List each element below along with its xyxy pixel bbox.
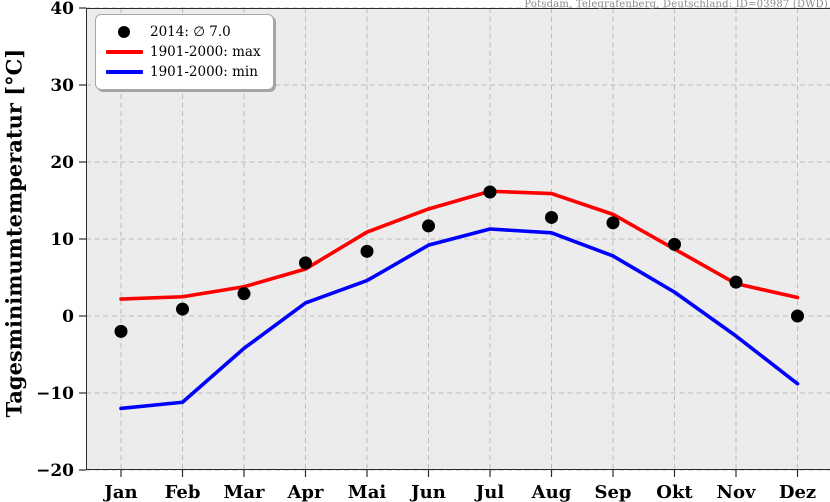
x-tick-label: Aug — [531, 482, 572, 502]
avg-2014-point-sep — [606, 216, 620, 230]
avg-2014-point-jun — [422, 219, 435, 233]
scatter-dot-icon — [118, 26, 130, 38]
avg-2014-point-jul — [483, 185, 497, 199]
avg-2014-point-apr — [299, 256, 312, 270]
y-tick-label: 30 — [50, 76, 74, 96]
x-tick-label: Nov — [717, 482, 756, 502]
legend-marker-cell — [104, 50, 144, 54]
avg-2014-point-feb — [176, 302, 189, 316]
avg-2014-point-mai — [360, 244, 374, 258]
x-tick-label: Mai — [348, 482, 387, 502]
x-tick-label: Jan — [102, 482, 137, 502]
x-tick-label: Jul — [474, 482, 505, 502]
legend-item-avg-2014: 2014: ∅ 7.0 — [104, 22, 261, 42]
x-tick-label: Sep — [594, 482, 631, 502]
avg-2014-point-mar — [237, 287, 251, 301]
avg-2014-point-nov — [729, 275, 743, 289]
avg-2014-point-jan — [114, 324, 128, 338]
legend-label-avg-2014: 2014: ∅ 7.0 — [150, 24, 231, 40]
legend-marker-cell — [104, 26, 144, 38]
legend-item-min: 1901-2000: min — [104, 62, 261, 82]
legend-marker-cell — [104, 70, 144, 74]
y-tick-label: 40 — [50, 0, 74, 19]
x-tick-label: Apr — [286, 482, 324, 502]
min-1901-2000-line — [119, 227, 800, 411]
legend-label-max: 1901-2000: max — [150, 44, 261, 60]
x-tick-label: Mar — [223, 482, 265, 502]
x-tick-label: Jun — [409, 482, 446, 502]
min-line-icon — [105, 70, 143, 74]
avg-2014-point-aug — [545, 210, 558, 224]
avg-2014-point-dez — [791, 309, 804, 323]
y-tick-label: −20 — [36, 461, 74, 481]
legend: 2014: ∅ 7.0 1901-2000: max 1901-2000: mi… — [95, 14, 274, 90]
x-tick-label: Feb — [165, 482, 201, 502]
y-tick-label: 20 — [50, 153, 74, 173]
y-axis-label: Tagesminimumtemperatur [°C] — [1, 48, 27, 418]
x-tick-label: Dez — [779, 482, 816, 502]
y-tick-label: 0 — [62, 307, 74, 327]
station-label: Potsdam, Telegrafenberg, Deutschland: ID… — [524, 0, 828, 10]
legend-label-min: 1901-2000: min — [150, 64, 258, 80]
max-1901-2000-line — [119, 189, 800, 301]
max-line-icon — [105, 50, 143, 54]
legend-item-max: 1901-2000: max — [104, 42, 261, 62]
y-tick-label: −10 — [36, 384, 74, 404]
y-tick-label: 10 — [50, 230, 74, 250]
avg-2014-point-okt — [668, 237, 681, 251]
x-tick-label: Okt — [656, 482, 693, 502]
